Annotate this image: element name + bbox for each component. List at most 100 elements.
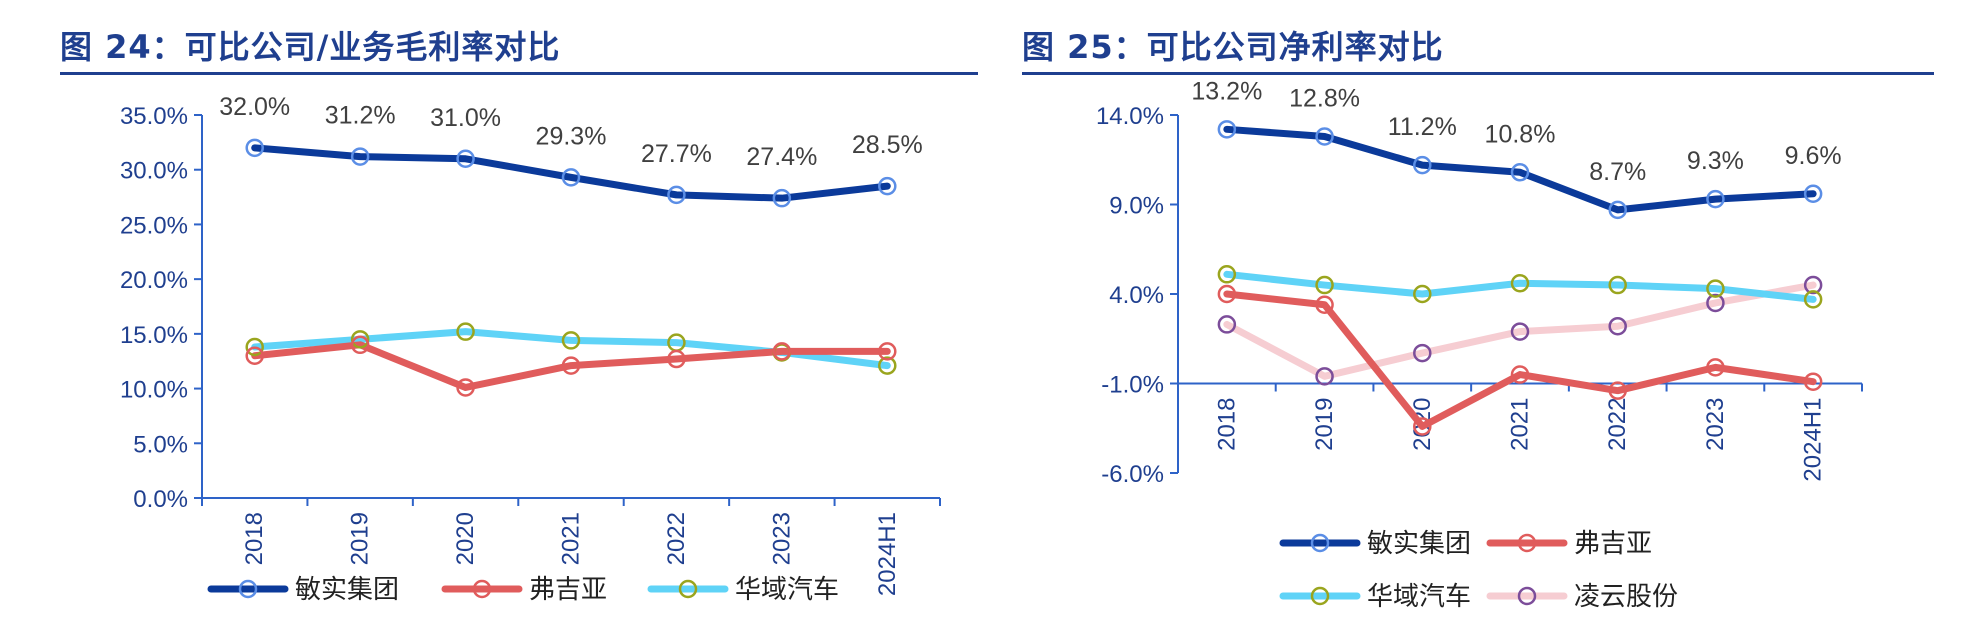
left-x-tick-label: 2024H1 [874,512,901,596]
left-y-tick-label: 30.0% [120,158,188,185]
right-point-huayu [1217,265,1237,284]
right-series-line-faurecia [1223,290,1817,430]
right-data-label: 13.2% [1191,77,1262,105]
right-data-label: 11.2% [1388,113,1457,141]
right-y-tick-label: 4.0% [1109,282,1164,309]
left-legend-marker-huayu [678,579,698,599]
right-point-faurecia [1608,381,1627,400]
right-point-minshi [1315,127,1334,146]
right-point-lingyun [1217,315,1237,334]
right-point-faurecia [1413,417,1432,436]
right-point-faurecia [1510,365,1530,384]
right-data-label: 9.6% [1785,142,1842,170]
right-point-faurecia [1803,372,1823,391]
left-title-rule [60,72,978,75]
left-point-minshi [772,188,792,208]
right-point-minshi [1608,200,1627,220]
left-legend-label: 华域汽车 [735,575,839,605]
left-series-line-faurecia [251,341,891,391]
left-x-tick-label: 2018 [241,512,268,565]
right-point-minshi [1413,155,1432,175]
left-legend-label: 敏实集团 [295,575,399,605]
right-x-tick-label: 2018 [1213,398,1240,451]
left-y-tick-label: 0.0% [133,486,188,513]
left-point-faurecia [245,346,264,365]
right-point-huayu [1315,275,1334,295]
left-x-tick-label: 2022 [663,512,690,565]
right-data-label: 8.7% [1589,158,1646,186]
left-y-tick-label: 25.0% [120,212,188,239]
left-point-faurecia [772,342,792,361]
left-point-faurecia [350,335,370,355]
right-point-minshi [1803,184,1823,204]
right-series-line-lingyun [1223,281,1817,380]
left-legend-label: 弗吉亚 [529,575,607,605]
right-x-tick-label: 2019 [1311,398,1338,451]
right-point-minshi [1706,189,1725,209]
left-x-tick-label: 2023 [768,512,795,565]
right-point-faurecia [1706,358,1725,377]
left-data-label: 28.5% [852,131,923,159]
right-point-huayu [1608,275,1627,295]
left-chart-title: 图 24：可比公司/业务毛利率对比 [60,28,561,66]
left-x-tick-label: 2021 [558,512,585,565]
right-legend-marker-faurecia [1517,533,1537,553]
left-y-tick-label: 20.0% [120,267,188,294]
left-x-tick-label: 2019 [347,512,374,565]
right-point-minshi [1510,163,1530,182]
left-point-minshi [667,185,686,205]
left-legend-marker-minshi [238,579,258,599]
left-x-tick-label: 2020 [452,512,479,565]
right-series-line-minshi [1223,125,1817,214]
left-point-minshi [878,176,897,196]
right-point-huayu [1803,290,1823,309]
right-y-tick-label: -6.0% [1101,461,1164,488]
right-point-lingyun [1510,322,1530,341]
left-point-faurecia [561,356,581,375]
left-data-label: 27.7% [641,140,712,168]
left-data-label: 29.3% [536,122,607,150]
right-chart-title: 图 25：可比公司净利率对比 [1022,28,1444,66]
right-legend-marker-huayu [1310,586,1330,606]
left-point-minshi [561,168,581,187]
right-point-faurecia [1217,284,1237,304]
right-point-lingyun [1706,293,1725,313]
left-y-tick-label: 35.0% [120,103,188,130]
right-point-lingyun [1803,275,1823,295]
right-legend-label: 凌云股份 [1574,582,1678,612]
right-point-lingyun [1315,367,1334,386]
right-y-tick-label: 14.0% [1096,103,1164,130]
left-y-tick-label: 5.0% [133,431,188,458]
left-point-huayu [245,337,264,357]
right-legend-marker-lingyun [1517,586,1537,606]
left-point-huayu [561,331,581,350]
right-series-line-huayu [1223,270,1817,303]
left-data-label: 27.4% [746,143,817,171]
right-y-tick-label: 9.0% [1109,193,1164,220]
right-point-huayu [1706,279,1725,298]
right-x-tick-label: 2021 [1507,398,1534,451]
left-point-huayu [350,330,370,349]
right-point-huayu [1510,274,1530,293]
right-legend-marker-minshi [1310,533,1330,553]
right-x-tick-label: 2023 [1702,398,1729,451]
right-legend-label: 弗吉亚 [1574,529,1652,559]
right-legend-label: 敏实集团 [1367,529,1471,559]
right-point-lingyun [1608,316,1627,336]
right-y-tick-label: -1.0% [1101,372,1164,399]
left-point-faurecia [878,342,897,361]
right-x-tick-label: 2022 [1604,398,1631,451]
left-legend-marker-faurecia [472,579,492,599]
right-data-label: 10.8% [1485,120,1556,148]
left-point-faurecia [456,378,475,397]
left-point-minshi [350,147,370,166]
right-point-huayu [1413,284,1432,304]
left-point-huayu [456,322,475,341]
right-x-tick-label: 2024H1 [1800,398,1827,482]
right-point-lingyun [1413,343,1432,363]
right-data-label: 9.3% [1687,147,1744,175]
right-legend-label: 华域汽车 [1367,582,1471,612]
left-series-line-minshi [251,144,891,202]
left-data-label: 31.0% [430,104,501,132]
